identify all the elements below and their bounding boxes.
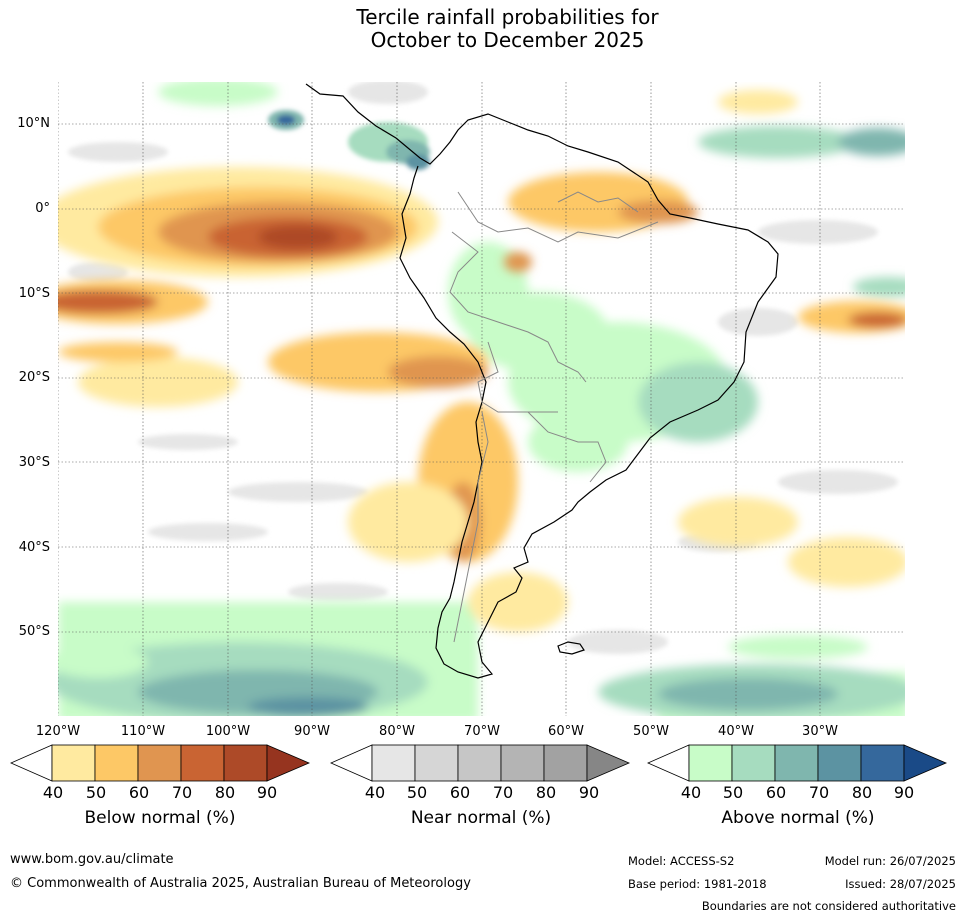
near-tick-40: 40: [364, 783, 386, 802]
below-tick-80: 80: [214, 783, 236, 802]
above-tick-60: 60: [765, 783, 787, 802]
below-normal-title: Below normal (%): [84, 808, 236, 828]
near-normal-title: Near normal (%): [410, 808, 552, 828]
model-text: Model: ACCESS-S2: [628, 854, 735, 868]
colorbar-high-arrow: [266, 744, 310, 782]
below-tick-50: 50: [85, 783, 107, 802]
lon-label-30w: 30°W: [802, 724, 838, 739]
south-america-coastline: [305, 83, 779, 679]
above-normal-title: Above normal (%): [721, 808, 875, 828]
lon-label-60w: 60°W: [548, 724, 584, 739]
map-title-line1: Tercile rainfall probabilities for: [356, 5, 659, 29]
above-tick-50: 50: [722, 783, 744, 802]
lon-label-50w: 50°W: [633, 724, 669, 739]
near-tick-60: 60: [449, 783, 471, 802]
lon-label-40w: 40°W: [718, 724, 754, 739]
colorbar-segment: [51, 744, 96, 782]
copyright-text: © Commonwealth of Australia 2025, Austra…: [10, 876, 471, 891]
above-tick-40: 40: [680, 783, 702, 802]
lon-label-120w: 120°W: [35, 724, 81, 739]
colorbar-low-arrow: [10, 744, 53, 782]
lon-label-110w: 110°W: [120, 724, 166, 739]
colorbar-segment: [731, 744, 776, 782]
website-link[interactable]: www.bom.gov.au/climate: [10, 852, 174, 867]
above-tick-90: 90: [893, 783, 915, 802]
near-tick-90: 90: [578, 783, 600, 802]
lon-label-80w: 80°W: [379, 724, 415, 739]
colorbar-segment: [137, 744, 182, 782]
near-normal-areas: [68, 82, 898, 654]
lon-label-90w: 90°W: [294, 724, 330, 739]
colorbar-segment: [457, 744, 502, 782]
lon-label-70w: 70°W: [464, 724, 500, 739]
above-normal-central-america: [268, 110, 430, 170]
lon-label-100w: 100°W: [205, 724, 251, 739]
colorbar-segment: [223, 744, 268, 782]
colorbar-segment: [180, 744, 225, 782]
graticule: [58, 82, 905, 716]
lat-label-eq: 0°: [35, 201, 50, 216]
below-tick-70: 70: [171, 783, 193, 802]
near-tick-50: 50: [406, 783, 428, 802]
lat-label-10n: 10°N: [17, 116, 50, 131]
lat-label-40s: 40°S: [18, 540, 50, 555]
colorbar-segment: [817, 744, 862, 782]
above-normal-continent: [158, 82, 905, 472]
above-normal-south: [58, 602, 905, 716]
below-tick-60: 60: [128, 783, 150, 802]
colorbar-segment: [414, 744, 459, 782]
above-normal-colorbar: [647, 744, 948, 782]
lat-label-10s: 10°S: [18, 286, 50, 301]
country-borders: [449, 191, 659, 643]
colorbar-segment: [543, 744, 588, 782]
colorbar-segment: [688, 744, 733, 782]
colorbar-segment: [94, 744, 139, 782]
near-normal-colorbar: [330, 744, 631, 782]
rainfall-probability-map: [58, 82, 905, 716]
above-tick-80: 80: [851, 783, 873, 802]
colorbar-segment: [774, 744, 819, 782]
colorbar-segment: [371, 744, 416, 782]
below-tick-40: 40: [42, 783, 64, 802]
colorbar-segment: [860, 744, 905, 782]
near-tick-80: 80: [535, 783, 557, 802]
below-normal-colorbar: [10, 744, 310, 782]
colorbar-high-arrow: [586, 744, 631, 782]
colorbar-low-arrow: [647, 744, 690, 782]
falklands-coastline: [557, 641, 585, 655]
map-title-line2: October to December 2025: [370, 28, 645, 52]
lat-label-20s: 20°S: [18, 370, 50, 385]
colorbar-low-arrow: [330, 744, 373, 782]
below-tick-90: 90: [256, 783, 278, 802]
disclaimer-text: Boundaries are not considered authoritat…: [701, 899, 956, 913]
model-run-text: Model run: 26/07/2025: [824, 854, 956, 868]
near-tick-70: 70: [492, 783, 514, 802]
lat-label-30s: 30°S: [18, 455, 50, 470]
issued-text: Issued: 28/07/2025: [845, 877, 956, 891]
colorbar-high-arrow: [903, 744, 948, 782]
lat-label-50s: 50°S: [18, 624, 50, 639]
colorbar-segment: [500, 744, 545, 782]
base-period-text: Base period: 1981-2018: [628, 877, 767, 891]
above-tick-70: 70: [808, 783, 830, 802]
